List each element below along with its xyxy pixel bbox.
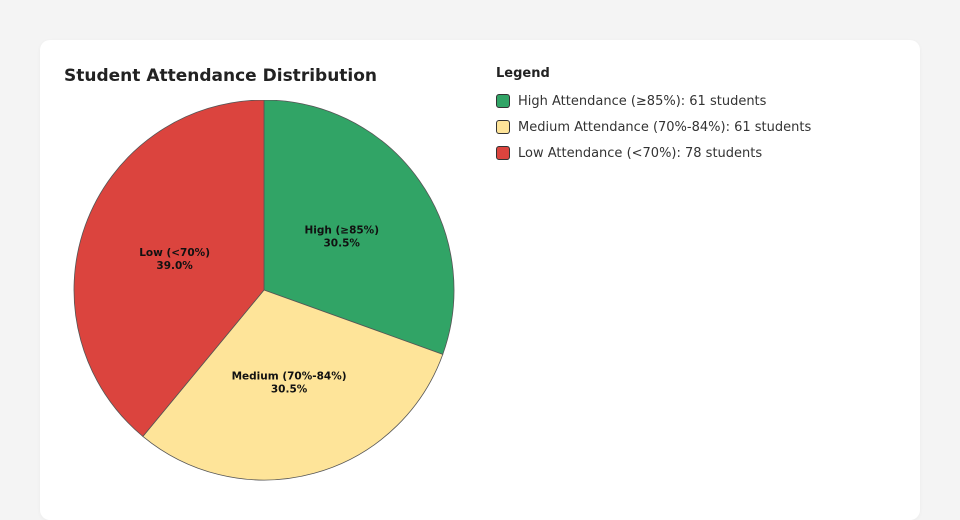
pie-chart: High (≥85%)30.5%Medium (70%-84%)30.5%Low…	[73, 100, 455, 481]
legend-items: High Attendance (≥85%): 61 students Mediu…	[496, 88, 811, 166]
legend-label: Low Attendance (<70%): 78 students	[518, 145, 763, 161]
legend-swatch	[496, 94, 510, 108]
legend-item-medium: Medium Attendance (70%-84%): 61 students	[496, 114, 811, 140]
legend-title: Legend	[496, 66, 550, 81]
legend-item-low: Low Attendance (<70%): 78 students	[496, 140, 811, 166]
chart-card: Student Attendance Distribution High (≥8…	[40, 40, 920, 520]
legend-label: High Attendance (≥85%): 61 students	[518, 93, 767, 109]
legend-swatch	[496, 146, 510, 160]
legend-item-high: High Attendance (≥85%): 61 students	[496, 88, 811, 114]
chart-title: Student Attendance Distribution	[64, 66, 378, 86]
legend: Legend High Attendance (≥85%): 61 studen…	[496, 66, 811, 166]
legend-swatch	[496, 120, 510, 134]
pie-slice-low	[73, 100, 265, 437]
slice-label-medium: Medium (70%-84%)	[232, 371, 347, 383]
slice-label-high: High (≥85%)	[304, 224, 379, 236]
legend-label: Medium Attendance (70%-84%): 61 students	[518, 119, 812, 135]
pie-slice-high	[263, 100, 455, 355]
pie-slice-medium	[142, 289, 444, 481]
slice-label-low: Low (<70%)	[139, 247, 210, 259]
slice-percent-low: 39.0%	[156, 260, 193, 272]
slice-percent-high: 30.5%	[324, 237, 361, 249]
slice-percent-medium: 30.5%	[271, 384, 308, 396]
